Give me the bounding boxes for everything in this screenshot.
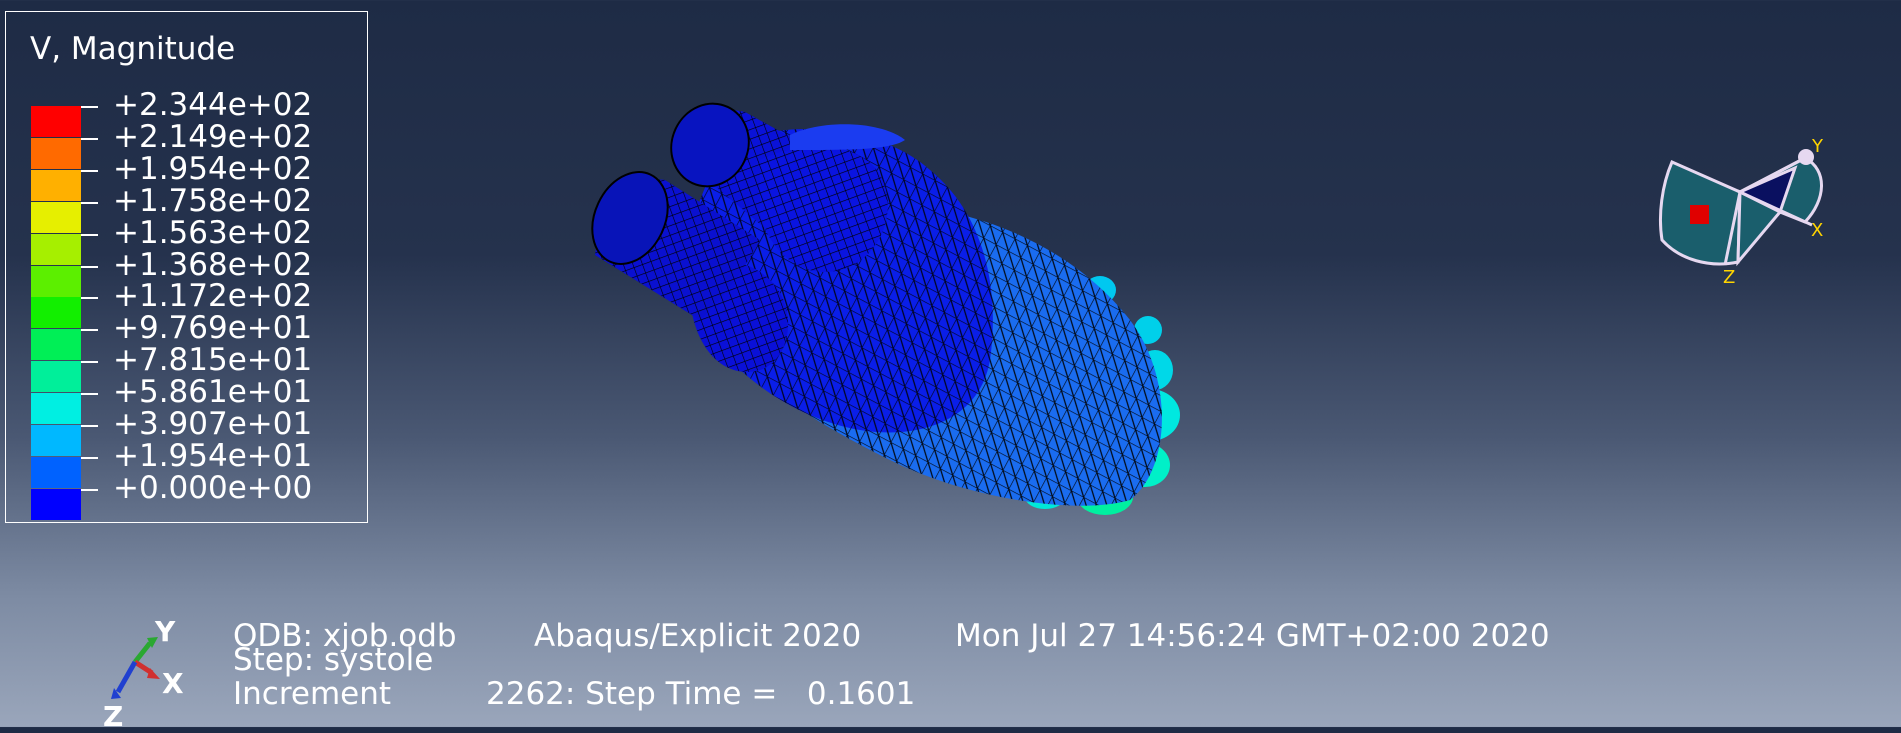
step-name: Step: systole	[233, 642, 434, 678]
legend-tick	[81, 137, 98, 140]
legend-value-label: +0.000e+00	[113, 469, 313, 506]
legend-tick	[81, 106, 98, 108]
solver-version: Abaqus/Explicit 2020	[534, 618, 862, 654]
legend-tick	[81, 488, 98, 491]
triad-y-label: Y	[155, 615, 176, 648]
legend-tick	[81, 265, 98, 268]
legend-swatch	[31, 425, 81, 456]
legend-value-label: +5.861e+01	[113, 374, 313, 411]
legend-value-label: +7.815e+01	[113, 342, 313, 379]
legend-value-label: +1.954e+01	[113, 437, 313, 474]
legend-swatch	[31, 488, 81, 520]
view-cube[interactable]: Y X Z	[1658, 136, 1824, 288]
legend-tick	[81, 393, 98, 396]
view-cube-origin-marker	[1690, 205, 1709, 224]
legend-value-label: +2.344e+02	[113, 87, 313, 123]
heart-model[interactable]	[578, 91, 1180, 515]
contour-legend	[5, 11, 368, 523]
legend-value-label: +1.563e+02	[113, 214, 313, 251]
legend-tick	[81, 201, 98, 204]
legend-title: V, Magnitude	[30, 31, 236, 67]
triad-x-label: X	[162, 667, 184, 700]
legend-tick	[81, 169, 98, 172]
legend-tick	[81, 456, 98, 459]
legend-swatch	[31, 297, 81, 329]
legend-value-label: +9.769e+01	[113, 310, 313, 347]
legend-tick	[81, 329, 98, 332]
legend-value-label: +3.907e+01	[113, 406, 313, 442]
legend-swatch	[31, 329, 81, 361]
increment-value: 2262: Step Time = 0.1601	[486, 676, 916, 712]
coordinate-triad	[111, 637, 160, 699]
view-cube-y-label: Y	[1811, 136, 1824, 157]
legend-swatch	[31, 169, 81, 201]
timestamp: Mon Jul 27 14:56:24 GMT+02:00 2020	[955, 618, 1550, 654]
legend-tick	[81, 361, 98, 364]
legend-swatch	[31, 265, 81, 297]
legend-swatch	[31, 201, 81, 233]
legend-swatch	[31, 393, 81, 425]
legend-tick	[81, 425, 98, 427]
legend-value-label: +1.954e+02	[113, 150, 313, 187]
legend-value-label: +1.368e+02	[113, 246, 313, 283]
legend-value-label: +1.172e+02	[113, 278, 313, 315]
legend-value-label: +2.149e+02	[113, 118, 313, 155]
legend-value-label: +1.758e+02	[113, 182, 313, 219]
triad-z-label: Z	[103, 700, 124, 733]
view-cube-x-label: X	[1811, 220, 1823, 241]
view-cube-z-label: Z	[1723, 267, 1735, 288]
legend-swatch	[31, 233, 81, 265]
legend-swatch	[31, 456, 81, 488]
odb-name: ODB: xjob.odb	[233, 618, 457, 654]
legend-swatch	[31, 361, 81, 393]
legend-tick	[81, 297, 98, 300]
increment-label: Increment	[233, 676, 392, 712]
legend-swatch	[31, 106, 81, 137]
legend-tick	[81, 233, 98, 236]
legend-swatch	[31, 137, 81, 169]
